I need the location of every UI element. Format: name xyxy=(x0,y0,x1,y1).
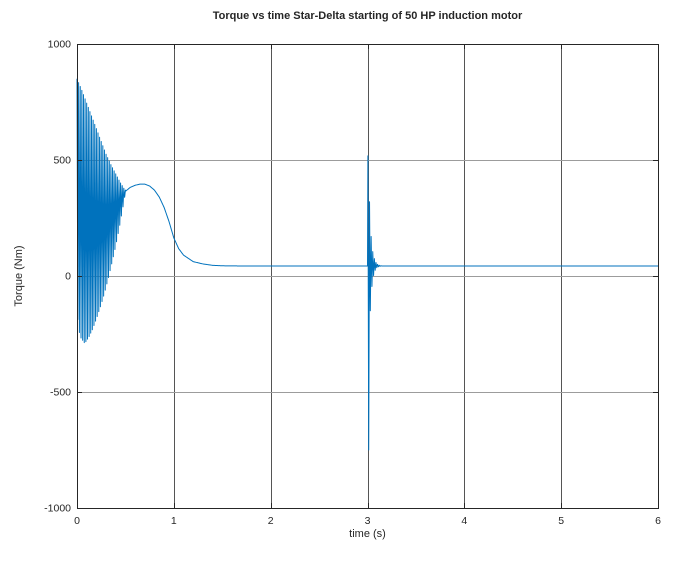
x-tick-label: 0 xyxy=(74,515,80,527)
x-tick-label: 3 xyxy=(365,515,371,527)
x-tick-label: 4 xyxy=(461,515,467,527)
x-tick-label: 5 xyxy=(558,515,564,527)
y-axis-label: Torque (Nm) xyxy=(13,245,25,307)
torque-waveform xyxy=(76,78,658,451)
y-tick-label: 1000 xyxy=(48,39,72,51)
y-tick-label: 0 xyxy=(65,271,71,283)
x-tick-label: 6 xyxy=(655,515,661,527)
y-tick-label: -500 xyxy=(50,387,71,399)
chart-title: Torque vs time Star-Delta starting of 50… xyxy=(212,10,523,22)
x-tick-label: 1 xyxy=(171,515,177,527)
y-tick-label: -1000 xyxy=(44,503,71,515)
x-axis-label: time (s) xyxy=(349,528,386,540)
y-tick-label: 500 xyxy=(53,155,71,167)
x-tick-label: 2 xyxy=(268,515,274,527)
